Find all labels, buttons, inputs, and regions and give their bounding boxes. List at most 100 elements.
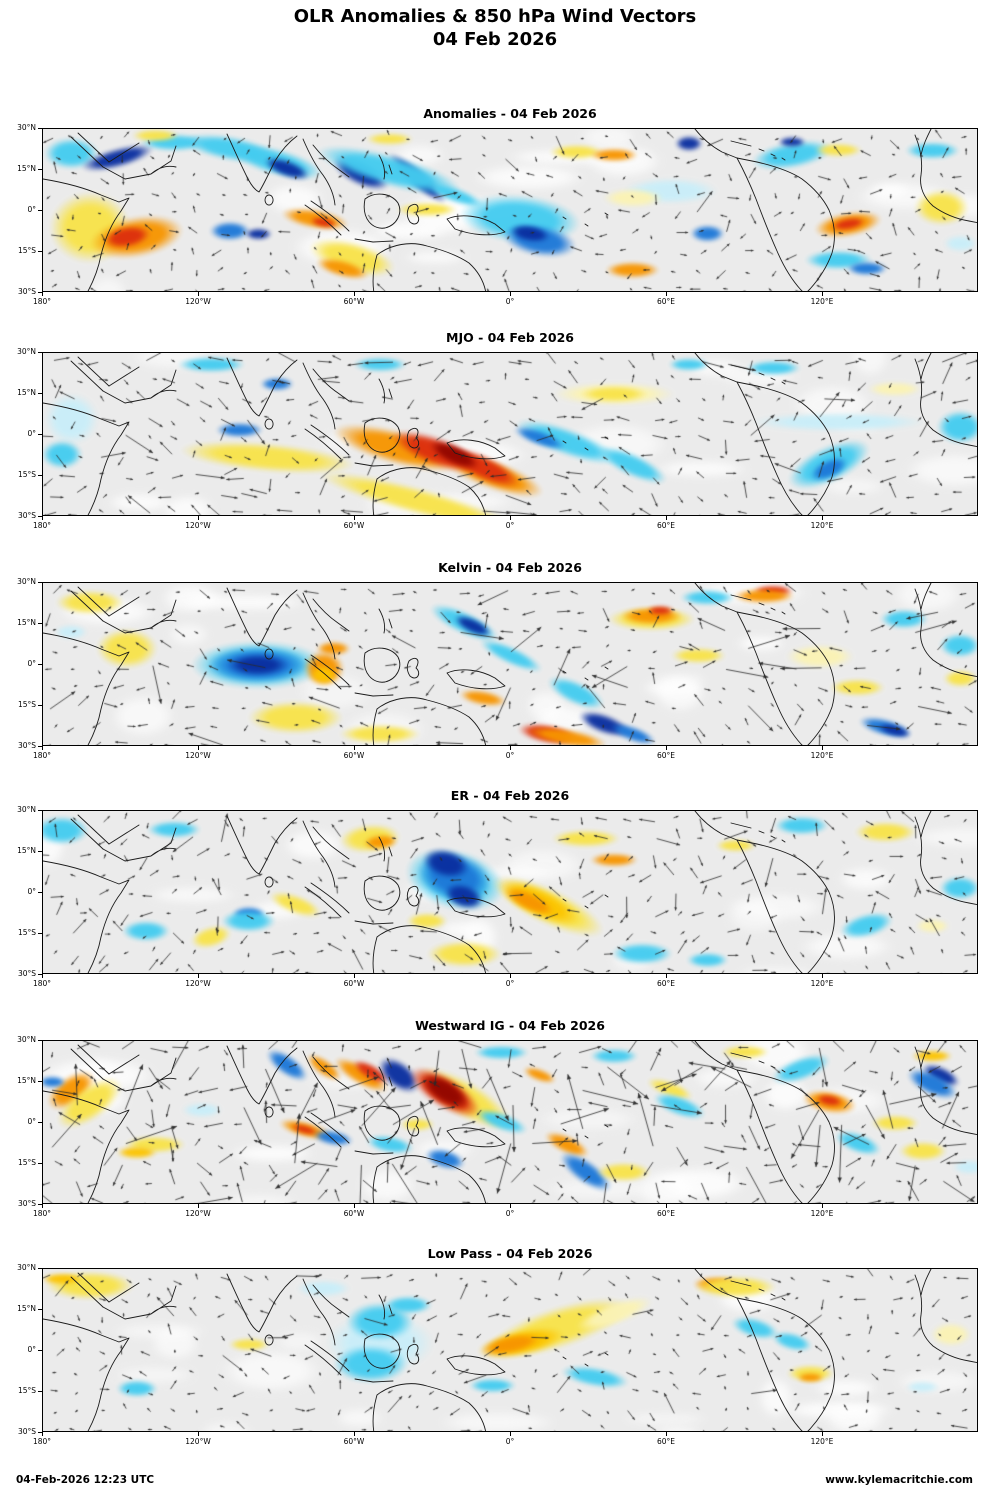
x-tick bbox=[198, 974, 200, 978]
x-tick-label: 180° bbox=[32, 1437, 52, 1446]
y-tick-label: 15°S bbox=[17, 928, 36, 937]
x-tick bbox=[353, 292, 356, 296]
y-tick-label: 30°S bbox=[17, 511, 36, 520]
y-tick bbox=[38, 1432, 42, 1434]
x-tick bbox=[42, 1432, 44, 1436]
x-tick-label: 0° bbox=[505, 297, 515, 306]
y-tick-label: 30°S bbox=[17, 741, 36, 750]
y-tick bbox=[38, 169, 42, 171]
y-tick bbox=[38, 393, 42, 395]
y-tick-label: 0° bbox=[27, 659, 36, 668]
x-tick bbox=[198, 516, 200, 520]
x-tick bbox=[821, 1432, 824, 1436]
panel-title-kelvin: Kelvin - 04 Feb 2026 bbox=[438, 560, 582, 575]
y-tick bbox=[38, 475, 42, 477]
y-tick bbox=[38, 1350, 42, 1352]
x-tick bbox=[821, 292, 824, 296]
x-tick bbox=[353, 516, 356, 520]
x-tick-label: 60°W bbox=[343, 1437, 365, 1446]
x-tick-label: 60°E bbox=[656, 1209, 676, 1218]
y-tick-label: 30°S bbox=[17, 287, 36, 296]
x-tick-label: 120°W bbox=[185, 979, 211, 988]
y-tick bbox=[38, 1204, 42, 1206]
y-tick bbox=[38, 128, 42, 130]
y-tick-label: 15°N bbox=[17, 1304, 36, 1313]
x-tick-label: 60°W bbox=[343, 521, 365, 530]
panel-title-er: ER - 04 Feb 2026 bbox=[450, 788, 570, 803]
x-tick bbox=[353, 1432, 356, 1436]
x-tick-label: 180° bbox=[32, 1209, 52, 1218]
x-tick-label: 60°W bbox=[343, 297, 365, 306]
y-tick-label: 15°N bbox=[17, 618, 36, 627]
x-tick bbox=[510, 1432, 512, 1436]
panel-title-westward-ig: Westward IG - 04 Feb 2026 bbox=[415, 1018, 605, 1033]
panel-title-low-pass: Low Pass - 04 Feb 2026 bbox=[427, 1246, 593, 1261]
y-tick-label: 30°S bbox=[17, 1427, 36, 1436]
x-tick-label: 60°E bbox=[656, 751, 676, 760]
x-tick bbox=[666, 1432, 668, 1436]
x-tick bbox=[198, 1432, 200, 1436]
map-plot-anomalies bbox=[42, 128, 978, 292]
panel-title-mjo: MJO - 04 Feb 2026 bbox=[446, 330, 574, 345]
x-tick-label: 0° bbox=[505, 979, 515, 988]
x-tick-label: 120°E bbox=[810, 1437, 834, 1446]
y-tick-label: 15°N bbox=[17, 388, 36, 397]
x-tick bbox=[510, 516, 512, 520]
footer-timestamp: 04-Feb-2026 12:23 UTC bbox=[16, 1474, 155, 1486]
x-tick bbox=[42, 974, 44, 978]
x-tick bbox=[821, 974, 824, 978]
x-tick-label: 120°E bbox=[810, 521, 834, 530]
y-tick bbox=[38, 1081, 42, 1083]
map-plot-low-pass bbox=[42, 1268, 978, 1432]
x-tick-label: 0° bbox=[505, 1209, 515, 1218]
x-tick bbox=[353, 1204, 356, 1208]
x-tick-label: 120°W bbox=[185, 751, 211, 760]
y-tick bbox=[38, 974, 42, 976]
y-tick-label: 30°N bbox=[17, 123, 36, 132]
y-tick-label: 0° bbox=[27, 1117, 36, 1126]
x-tick bbox=[510, 746, 512, 750]
x-tick-label: 60°W bbox=[343, 979, 365, 988]
x-tick-label: 60°E bbox=[656, 297, 676, 306]
y-tick-label: 30°N bbox=[17, 805, 36, 814]
y-tick bbox=[38, 705, 42, 707]
x-tick bbox=[353, 746, 356, 750]
y-tick bbox=[38, 1040, 42, 1042]
y-tick bbox=[38, 664, 42, 666]
x-tick bbox=[821, 516, 824, 520]
wind-vectors-canvas bbox=[43, 583, 977, 745]
x-tick-label: 120°W bbox=[185, 297, 211, 306]
wind-vectors-canvas bbox=[43, 1269, 977, 1431]
y-tick bbox=[38, 1309, 42, 1311]
x-tick bbox=[510, 1204, 512, 1208]
y-tick-label: 0° bbox=[27, 429, 36, 438]
x-tick bbox=[198, 746, 200, 750]
x-tick bbox=[666, 746, 668, 750]
y-tick bbox=[38, 434, 42, 436]
wind-vectors-canvas bbox=[43, 811, 977, 973]
y-tick-label: 15°S bbox=[17, 1158, 36, 1167]
panel-title-anomalies: Anomalies - 04 Feb 2026 bbox=[423, 106, 597, 121]
x-tick-label: 60°W bbox=[343, 1209, 365, 1218]
y-tick-label: 15°N bbox=[17, 846, 36, 855]
y-tick-label: 30°S bbox=[17, 969, 36, 978]
x-tick bbox=[666, 292, 668, 296]
x-tick-label: 60°E bbox=[656, 521, 676, 530]
wind-vectors-canvas bbox=[43, 353, 977, 515]
x-tick bbox=[821, 746, 824, 750]
y-tick bbox=[38, 1122, 42, 1124]
x-tick-label: 180° bbox=[32, 751, 52, 760]
main-title-line2: 04 Feb 2026 bbox=[432, 29, 558, 50]
x-tick-label: 120°W bbox=[185, 1209, 211, 1218]
x-tick bbox=[821, 1204, 824, 1208]
x-tick-label: 120°E bbox=[810, 1209, 834, 1218]
x-tick-label: 120°W bbox=[185, 521, 211, 530]
y-tick bbox=[38, 892, 42, 894]
y-tick-label: 30°N bbox=[17, 347, 36, 356]
map-plot-mjo bbox=[42, 352, 978, 516]
x-tick bbox=[510, 974, 512, 978]
y-tick-label: 15°S bbox=[17, 1386, 36, 1395]
x-tick-label: 120°W bbox=[185, 1437, 211, 1446]
y-tick bbox=[38, 746, 42, 748]
y-tick-label: 15°S bbox=[17, 246, 36, 255]
